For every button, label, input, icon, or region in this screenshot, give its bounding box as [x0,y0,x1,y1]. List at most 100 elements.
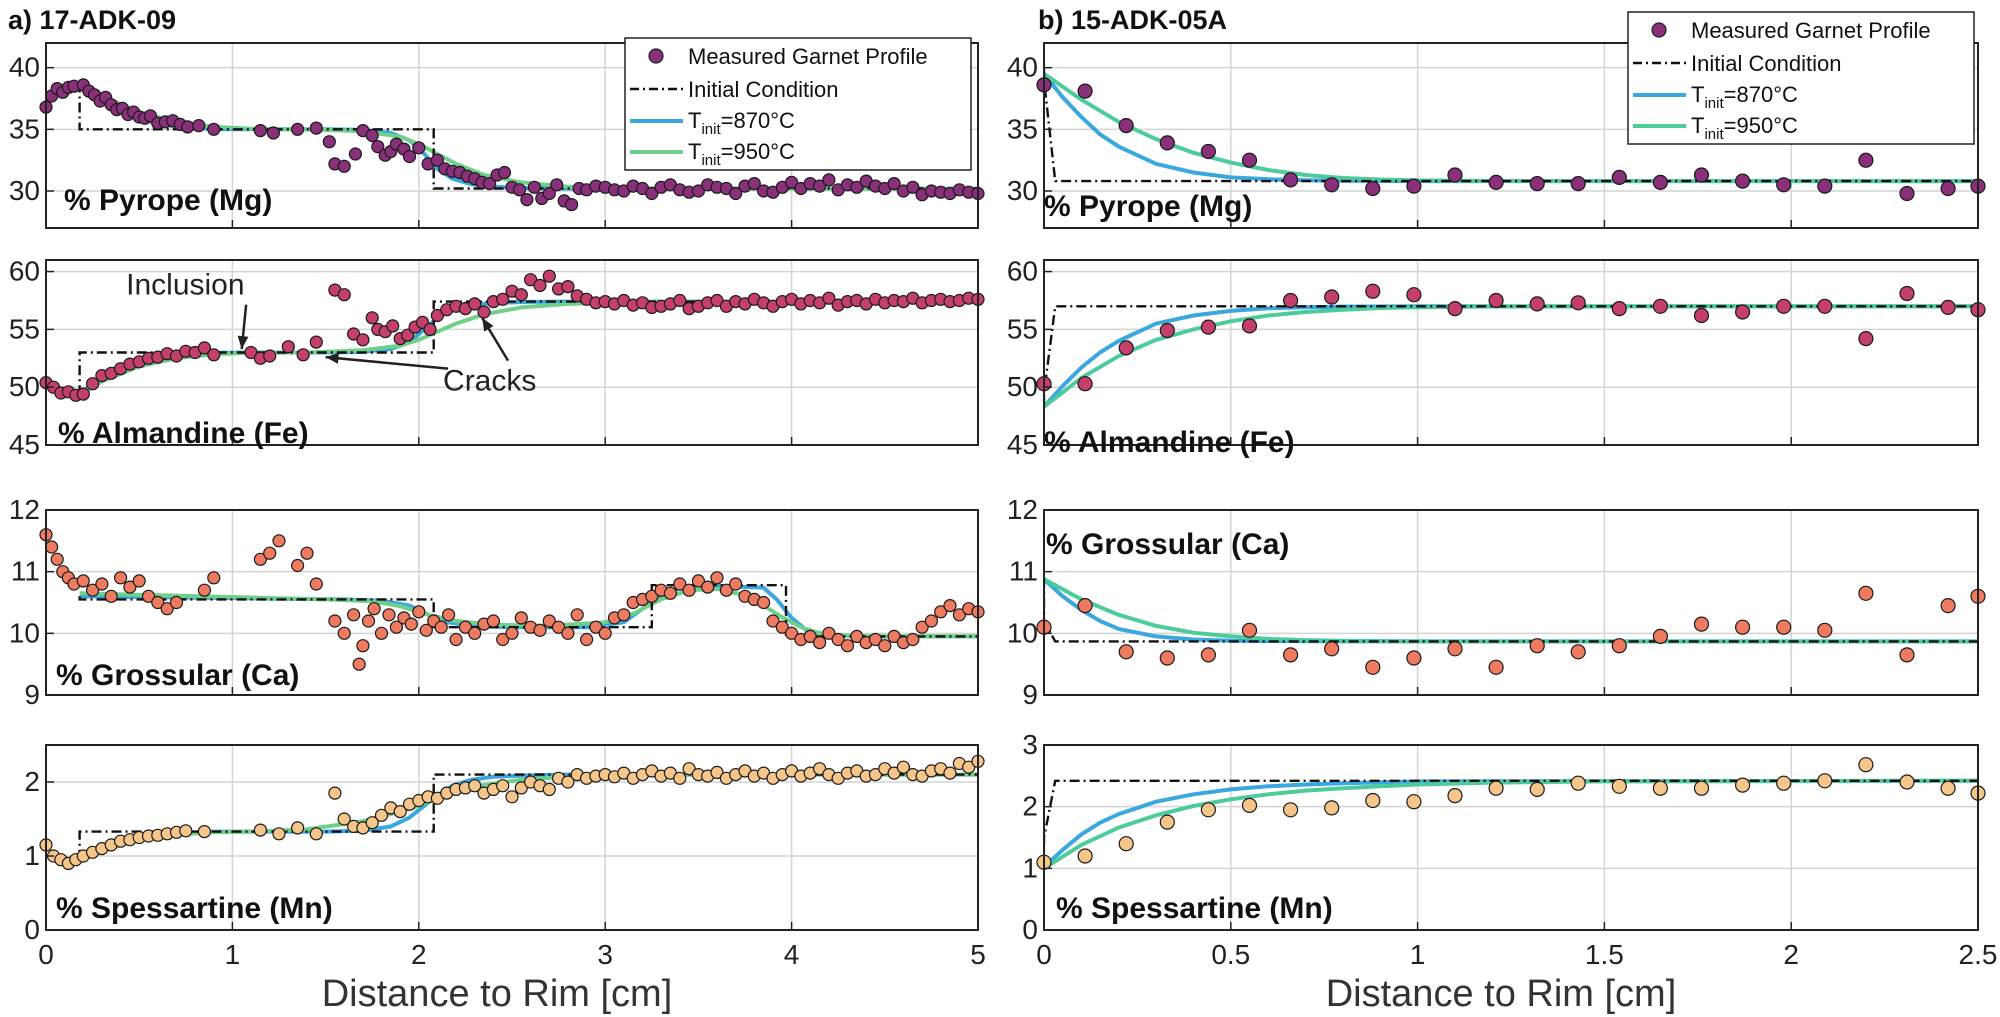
panel-b-subplot-1-ytick-label: 45 [1007,429,1038,460]
panel-a-subplot-2-point [673,577,687,591]
panel-a-subplot-3-xtick-label: 4 [784,939,800,970]
panel-a-subplot-1-point [309,335,323,349]
panel-b-subplot-0-label: % Pyrope (Mg) [1044,190,1252,223]
panel-b-subplot-3-point [1611,778,1627,794]
panel-a-subplot-0-point [322,135,336,149]
panel-b-subplot-1-point [1529,296,1545,312]
panel-a-subplot-2-point [868,632,883,647]
panel-b-subplot-3-point [1447,787,1463,804]
panel-b-subplot-3-xtick-label: 1.5 [1585,939,1624,970]
panel-a-subplot-0-point [747,177,761,191]
panel-a-subplot-0-ytick-label: 40 [9,52,40,83]
panel-b-subplot-2-point [1940,597,1956,614]
panel-a-subplot-2-point [822,626,836,640]
panel-b-subplot-0-ytick-label: 40 [1007,52,1038,83]
panel-a-subplot-3-point [328,786,342,800]
panel-a-title: a) 17-ADK-09 [8,5,176,35]
panel-a-subplot-3-xtick-label: 2 [411,939,427,970]
panel-a-subplot-3-xtick-label: 5 [970,939,986,970]
panel-b-subplot-3-point [1241,797,1258,814]
panel-a-subplot-2-point [347,608,361,622]
panel-a-subplot-2-frame [45,509,979,696]
panel-a-subplot-0-point [812,179,827,193]
panel-a-subplot-2-point [263,546,277,560]
panel-b-subplot-0-point [1159,135,1175,151]
panel-b-subplot-2-point [1899,647,1915,663]
legend-b-box [1627,11,1975,145]
panel-a-subplot-2: 9 10 11 12 % Grossular (Ca) [9,494,985,710]
panel-a-subplot-3-point [868,767,883,782]
panel-a-subplot-2-point [434,620,448,634]
panel-b-subplot-1-frame [1043,259,1979,446]
panel-b-subplot-2-point [1406,650,1422,666]
panel-b-subplot-1-point [1200,319,1217,335]
panel-a-subplot-0-point [337,159,351,173]
panel-a-subplot-2-point [719,583,734,597]
panel-b-subplot-2-label: % Grossular (Ca) [1046,528,1289,561]
panel-a-subplot-1-frame [45,259,979,446]
panel-a-subplot-0-point [412,141,426,155]
panel-a-subplot-3-point [291,821,305,835]
panel-a-subplot-0-point [887,177,901,191]
panel-a-subplot-2-point [300,546,314,560]
panel-a-subplot-2-point [486,614,500,628]
panel-b-subplot-1-initial-line [1044,305,1978,405]
panel-a-subplot-1-point [85,377,100,391]
legend-b: Measured Garnet Profile Initial Conditio… [1627,11,1975,145]
panel-a-subplot-0-point [550,178,564,192]
panel-b-subplot-1-point [1693,307,1710,324]
panel-a-subplot-1-point [401,328,415,342]
panel-a-subplot-3-point [887,766,901,780]
panel-b-subplot-3-point [1858,757,1874,773]
panel-b-subplot-2-point [1077,597,1093,614]
panel-b-subplot-3-point [1940,780,1956,796]
panel-a-subplot-2-point [352,657,366,671]
x-axis-label-a: Distance to Rim [cm] [322,973,673,1015]
panel-a-subplot-1-point [430,308,444,323]
panel-a-subplot-3-point [179,824,193,838]
panel-a-subplot-2-point [878,639,892,653]
panel-b-subplot-0-point [1282,172,1299,188]
panel-a-subplot-2-point [141,589,156,603]
panel-b-subplot-1-point [1652,298,1669,314]
panel-a-subplot-2-initial-line [78,584,978,638]
panel-a-subplot-0-point [527,180,542,194]
panel-b-subplot-3-point [1776,775,1792,791]
panel-b-subplot-0-point [1447,167,1463,183]
panel-b-subplot-1-ytick-label: 50 [1007,371,1038,402]
panel-b-subplot-3-label: % Spessartine (Mn) [1056,892,1333,925]
panel-a-subplot-2-point [496,632,510,647]
panel-b-subplot-2-point [1365,659,1381,675]
panel-a-subplot-2-point [389,620,403,634]
panel-a-subplot-2-point [207,571,221,585]
panel-a-subplot-1-ytick-label: 45 [9,429,40,460]
panel-a-subplot-3-point [943,766,957,780]
panel-a-subplot-2-point [449,632,463,647]
panel-a-subplot-3-point [393,804,407,819]
panel-a-subplot-3-point [514,781,528,795]
panel-a-subplot-0-point [520,193,534,207]
panel-a-subplot-1-annotation-arrow-cracks-2-head [482,317,494,332]
panel-a-subplot-1-annotation-arrow-cracks-1 [325,355,449,370]
legend-b-initial-label: Initial Condition [1691,51,1841,76]
panel-b-subplot-3-point [1406,794,1422,810]
panel-b-subplot-1-point [1570,295,1586,311]
panel-a-subplot-1-point [477,305,491,319]
panel-a-subplot-1-point [386,319,400,333]
panel-a-subplot-2-point [766,614,780,628]
panel-a-subplot-2-point [924,614,939,628]
panel-b-subplot-0-point [1899,185,1915,202]
panel-b-subplot-3-point [1159,814,1175,830]
panel-b-title: b) 15-ADK-05A [1038,5,1227,35]
panel-a-subplot-3-frame [45,744,979,931]
panel-b-subplot-3-ytick-label: 2 [1022,791,1038,822]
panel-a-subplot-3-point [496,779,510,793]
panel-a-subplot-2-point [272,534,286,548]
panel-b-subplot-3-point [1488,780,1504,796]
panel-a-subplot-2-point [382,608,396,622]
panel-a-subplot-0-point [906,180,920,194]
panel-a-subplot-3-xtick-label: 1 [225,939,241,970]
panel-b-subplot-1-point [1611,301,1627,317]
panel-a-subplot-3-point [272,827,286,841]
